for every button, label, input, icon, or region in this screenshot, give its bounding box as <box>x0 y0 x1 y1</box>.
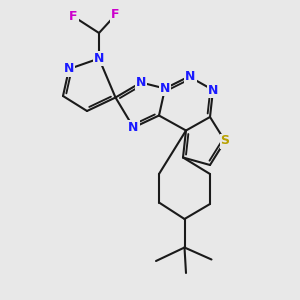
Text: N: N <box>160 82 170 95</box>
Text: F: F <box>69 10 78 23</box>
Text: N: N <box>208 83 218 97</box>
Text: N: N <box>128 121 139 134</box>
Text: F: F <box>111 8 120 22</box>
Text: N: N <box>64 62 74 76</box>
Text: N: N <box>94 52 104 65</box>
Text: S: S <box>220 134 230 148</box>
Text: N: N <box>185 70 196 83</box>
Text: N: N <box>136 76 146 89</box>
